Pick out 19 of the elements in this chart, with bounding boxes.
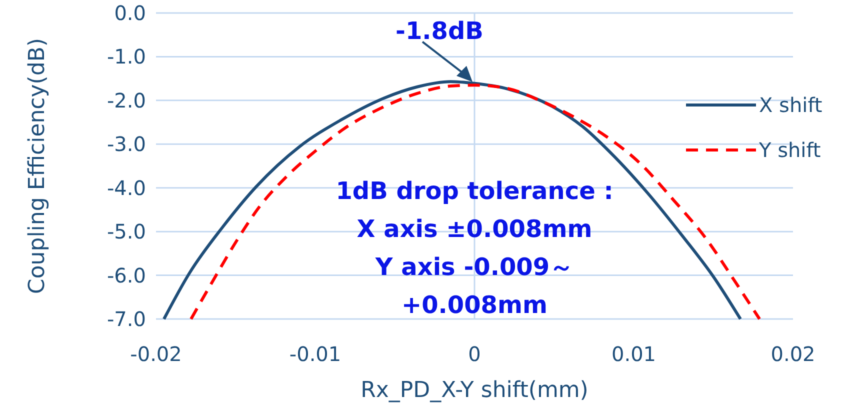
x-tick-label: 0.02 <box>770 342 816 366</box>
legend-label: Y shift <box>758 138 821 162</box>
y-tick-label: -7.0 <box>106 307 146 331</box>
y-tick-label: -2.0 <box>106 88 146 112</box>
x-tick-label: 0 <box>468 342 481 366</box>
x-tick-label: -0.01 <box>289 342 342 366</box>
legend-label: X shift <box>759 93 822 117</box>
x-tick-label: 0.01 <box>611 342 656 366</box>
x-axis-title: Rx_PD_X-Y shift(mm) <box>360 378 588 403</box>
annotation: -1.8dB <box>396 17 484 45</box>
y-tick-label: -1.0 <box>106 44 146 69</box>
annotation: 1dB drop tolerance : X axis ±0.008mm Y axis -0.009～ +0.008mm <box>336 177 614 319</box>
y-tick-label: -6.0 <box>106 263 146 288</box>
y-axis-title: Coupling Efficiency(dB) <box>25 38 50 294</box>
y-tick-label: 0.0 <box>114 1 146 25</box>
y-tick-label: -3.0 <box>106 132 146 156</box>
y-tick-label: -4.0 <box>106 176 146 200</box>
x-tick-label: -0.02 <box>130 342 182 366</box>
y-tick-label: -5.0 <box>106 220 146 244</box>
